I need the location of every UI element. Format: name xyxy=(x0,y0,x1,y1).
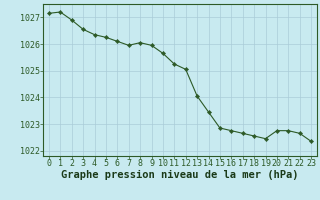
X-axis label: Graphe pression niveau de la mer (hPa): Graphe pression niveau de la mer (hPa) xyxy=(61,170,299,180)
